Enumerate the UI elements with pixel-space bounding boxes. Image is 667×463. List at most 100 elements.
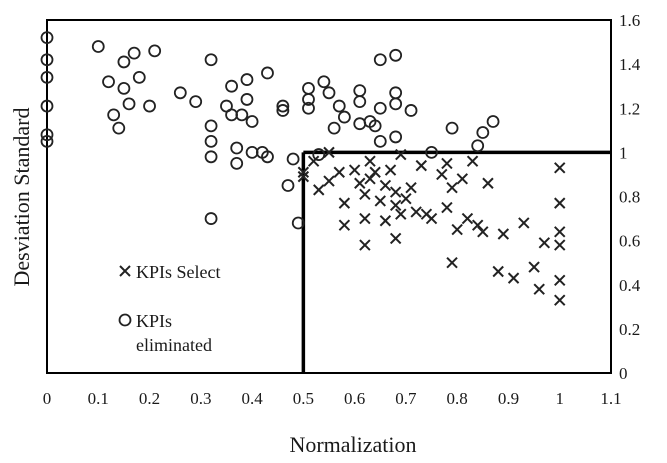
point-kpi-eliminated	[332, 99, 346, 113]
point-kpi-eliminated	[148, 44, 162, 58]
point-kpi-eliminated	[173, 86, 187, 100]
point-kpi-eliminated	[117, 81, 131, 95]
y-tick-label: 0.2	[619, 320, 640, 339]
point-kpi-select	[538, 237, 551, 249]
point-kpi-eliminated	[373, 53, 387, 67]
point-kpi-eliminated	[368, 119, 382, 133]
legend-label-select: KPIs Select	[136, 262, 221, 282]
point-kpi-eliminated	[425, 145, 438, 159]
y-tick-label: 1.6	[619, 11, 640, 30]
point-kpi-eliminated	[322, 86, 336, 100]
x-tick-label: 0.1	[88, 389, 109, 408]
legend-marker-x	[119, 265, 131, 277]
point-kpi-select	[395, 208, 407, 220]
point-kpi-select	[554, 239, 566, 251]
point-kpi-select	[554, 226, 566, 238]
point-kpi-select	[518, 217, 530, 229]
point-kpi-select	[384, 164, 397, 176]
point-kpi-select	[441, 157, 453, 170]
y-tick-label: 0.8	[619, 188, 640, 207]
point-kpi-eliminated	[276, 99, 290, 113]
point-kpi-eliminated	[204, 150, 218, 164]
legend-label-eliminated: KPIs eliminated	[136, 311, 212, 355]
point-kpi-select	[348, 164, 361, 176]
x-tick-label: 0.8	[447, 389, 468, 408]
point-kpi-select	[307, 155, 320, 167]
y-tick-label: 1	[619, 143, 628, 162]
point-kpi-eliminated	[353, 95, 367, 109]
point-kpi-eliminated	[225, 108, 238, 122]
point-kpi-eliminated	[240, 73, 254, 86]
point-kpi-eliminated	[127, 46, 141, 60]
point-kpi-select	[364, 155, 376, 167]
point-kpi-select	[323, 146, 335, 159]
point-kpi-eliminated	[261, 66, 274, 80]
point-kpi-eliminated	[122, 97, 136, 111]
point-kpi-select	[456, 173, 469, 185]
point-kpi-eliminated	[204, 212, 218, 225]
point-kpi-select	[446, 181, 458, 194]
point-kpi-eliminated	[143, 99, 156, 113]
point-kpi-eliminated	[117, 55, 131, 69]
point-kpi-eliminated	[327, 121, 341, 135]
point-kpi-eliminated	[317, 75, 331, 89]
point-kpi-eliminated	[286, 152, 300, 166]
point-kpi-select	[359, 188, 371, 201]
point-kpi-select	[497, 228, 510, 240]
x-tick-label: 0.9	[498, 389, 519, 408]
point-kpi-eliminated	[373, 101, 387, 115]
plot-frame	[46, 19, 612, 374]
point-kpi-eliminated	[389, 97, 403, 111]
point-kpi-select	[425, 212, 438, 225]
point-kpi-eliminated	[302, 93, 315, 106]
point-kpi-select	[451, 223, 463, 236]
x-tick-label: 0.6	[344, 389, 365, 408]
point-kpi-eliminated	[486, 115, 500, 128]
point-kpi-eliminated	[230, 157, 244, 170]
point-kpi-select	[410, 206, 422, 218]
x-tick-label: 0.7	[395, 389, 417, 408]
point-kpi-select	[441, 201, 453, 214]
point-kpi-select	[379, 179, 392, 192]
point-kpi-select	[374, 195, 386, 207]
point-kpi-select	[415, 159, 427, 172]
point-kpi-select	[528, 261, 540, 273]
point-kpi-eliminated	[261, 150, 274, 164]
point-kpi-eliminated	[302, 81, 315, 95]
point-kpi-select	[436, 168, 448, 181]
point-kpi-eliminated	[235, 108, 249, 122]
point-kpi-select	[482, 177, 494, 189]
legend: KPIs Select KPIs eliminated	[118, 262, 221, 355]
point-kpi-eliminated	[40, 70, 54, 84]
point-kpi-select	[313, 184, 325, 196]
point-kpi-eliminated	[353, 84, 367, 97]
y-tick-label: 1.2	[619, 99, 640, 118]
point-kpi-eliminated	[40, 128, 54, 142]
point-kpi-select	[446, 256, 458, 269]
point-kpi-select	[389, 186, 402, 198]
point-kpi-eliminated	[389, 86, 403, 100]
point-kpi-select	[471, 219, 484, 231]
point-kpi-eliminated	[476, 126, 490, 139]
point-kpi-select	[507, 272, 520, 284]
x-tick-label: 0.3	[190, 389, 211, 408]
point-kpi-eliminated	[389, 130, 403, 144]
y-tick-label: 0.6	[619, 232, 640, 251]
point-kpi-select	[461, 212, 474, 225]
point-kpi-eliminated	[471, 139, 485, 153]
x-tick-label: 0.2	[139, 389, 160, 408]
point-kpi-eliminated	[353, 117, 367, 131]
y-tick-label: 0	[619, 364, 628, 383]
point-kpi-eliminated	[112, 121, 126, 135]
point-kpi-eliminated	[189, 95, 203, 109]
point-kpi-eliminated	[291, 216, 305, 230]
point-kpi-select	[466, 155, 479, 167]
y-tick-label: 0.4	[619, 276, 641, 295]
x-tick-label: 0.4	[241, 389, 263, 408]
x-tick-label: 1.1	[600, 389, 621, 408]
point-kpi-select	[395, 148, 407, 161]
point-kpi-select	[369, 166, 381, 178]
point-kpi-eliminated	[389, 48, 403, 62]
point-kpi-eliminated	[404, 104, 418, 117]
